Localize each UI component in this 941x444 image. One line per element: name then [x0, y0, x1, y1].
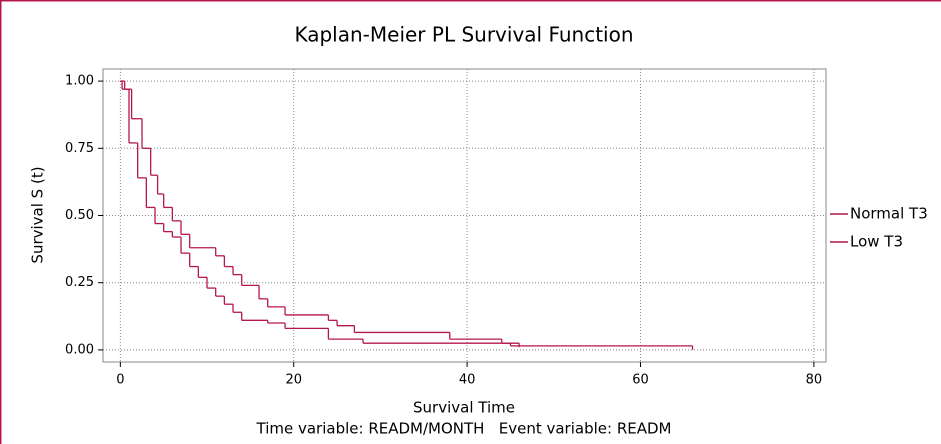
- y-tick-label: 0.25: [65, 275, 94, 290]
- x-tick-label: 80: [806, 373, 823, 388]
- legend-label: Normal T3: [850, 205, 928, 223]
- y-tick-label: 0.75: [65, 141, 94, 156]
- legend-label: Low T3: [850, 233, 903, 251]
- x-tick-label: 20: [285, 373, 302, 388]
- x-tick-label: 60: [632, 373, 649, 388]
- x-tick-label: 0: [116, 373, 124, 388]
- y-tick-label: 0.00: [65, 342, 94, 357]
- x-tick-label: 40: [459, 373, 476, 388]
- y-tick-label: 1.00: [65, 74, 94, 89]
- chart-title: Kaplan-Meier PL Survival Function: [294, 23, 633, 47]
- footnote: Time variable: READM/MONTH Event variabl…: [256, 420, 672, 438]
- y-axis-label: Survival S (t): [29, 166, 47, 263]
- x-axis-label: Survival Time: [413, 399, 515, 417]
- y-tick-label: 0.50: [65, 208, 94, 223]
